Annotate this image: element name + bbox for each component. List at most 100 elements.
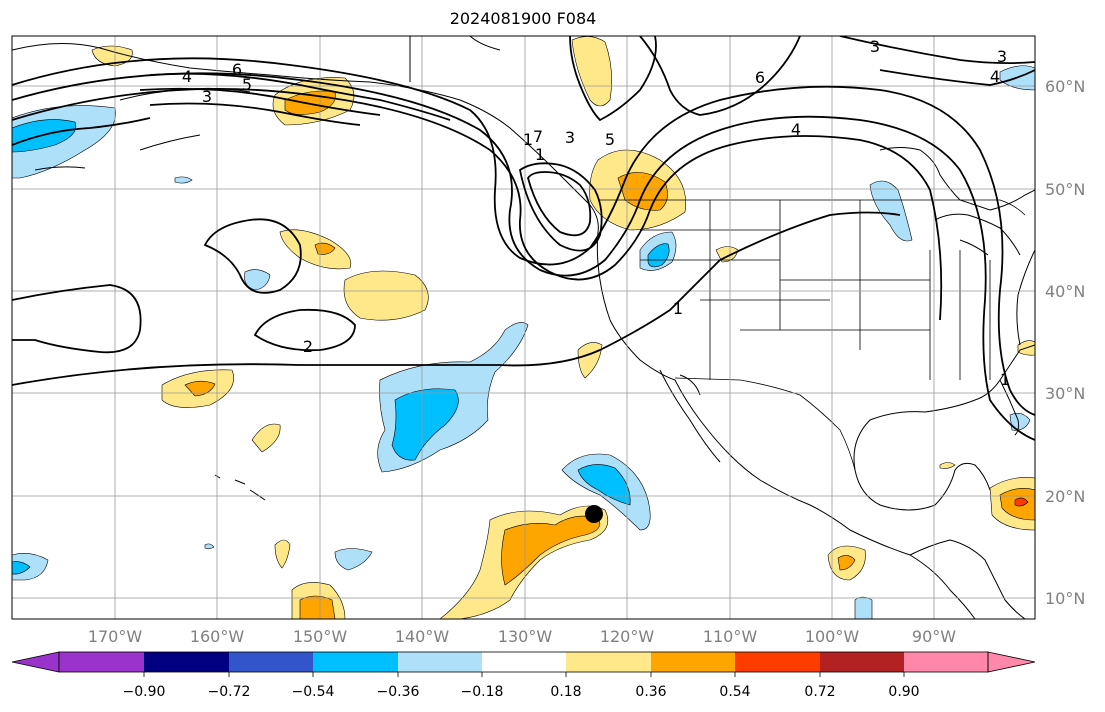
graticule — [12, 36, 1035, 619]
colorbar-tick-label: −0.90 — [123, 684, 166, 700]
colorbar-tick-label: 0.90 — [888, 684, 919, 700]
coast-central-america — [909, 539, 1026, 619]
latitude-labels: 60°N 50°N 40°N 30°N 20°N 10°N — [1045, 77, 1085, 608]
colorbar-segment — [904, 652, 988, 672]
shade-tiny-yellow-gulf — [939, 462, 956, 469]
colorbar-segment — [59, 652, 144, 672]
contour-line-4 — [518, 162, 603, 252]
colorbar-segment — [229, 652, 313, 672]
colorbar-tick-label: −0.18 — [461, 684, 504, 700]
map-frame — [11, 35, 1036, 620]
colorbar-tick-label: 0.36 — [635, 684, 666, 700]
contour-label-group: 6 5 4 3 3 1 1 7 3 5 6 4 3 4 1 2 1 — [182, 37, 1010, 389]
contour-line-1 — [12, 72, 1035, 441]
colorbar-segment — [651, 652, 735, 672]
lat-label: 50°N — [1045, 180, 1085, 199]
contour-line-12 — [203, 218, 302, 294]
contour-label: 3 — [565, 128, 575, 147]
shade-midpac-yellow-4 — [251, 423, 281, 453]
contour-label: 5 — [605, 130, 615, 149]
colorbar-tick-label: −0.72 — [208, 684, 251, 700]
contour-label: 5 — [242, 75, 252, 94]
colorbar-tick-label: −0.36 — [377, 684, 420, 700]
contour-line-17 — [12, 117, 151, 146]
contour-line-16 — [149, 102, 361, 126]
contour-label: 4 — [990, 67, 1000, 86]
colorbar-segment — [144, 652, 229, 672]
contour-line-13 — [12, 284, 142, 354]
colorbar-extend-right — [987, 651, 1036, 673]
colorbar-segment — [313, 652, 398, 672]
lon-label: 120°W — [600, 627, 655, 646]
longitude-labels: 170°W 160°W 150°W 140°W 130°W 120°W 110°… — [88, 627, 956, 646]
contour-label: 3 — [997, 47, 1007, 66]
shade-aleutian-topleft — [91, 45, 133, 67]
border-states — [640, 200, 991, 380]
contour-line-2 — [12, 57, 1035, 416]
contour-line-6 — [569, 36, 657, 122]
lon-label: 140°W — [395, 627, 450, 646]
shade-west-blue-2-core — [12, 561, 31, 575]
coast-alaska — [12, 43, 599, 233]
lat-label: 20°N — [1045, 487, 1085, 506]
contour-line-3 — [12, 87, 943, 321]
coast-yucatan — [854, 462, 991, 511]
contour-line-5 — [527, 171, 592, 237]
coast-baja — [659, 369, 721, 463]
colorbar-segment — [482, 652, 566, 672]
contour-label: 1 — [523, 130, 533, 149]
colorbar-extend-left — [11, 651, 60, 673]
shade-tiny-blue-3 — [204, 543, 215, 550]
coast-hudson — [879, 147, 1035, 211]
contour-label: 1 — [673, 299, 683, 318]
contour-line-10 — [12, 211, 901, 386]
contour-label: 2 — [303, 337, 313, 356]
contour-line-11 — [253, 308, 356, 352]
coast-hawaii — [214, 474, 266, 501]
contour-label: 1 — [535, 145, 545, 164]
shade-small-yellow-6 — [274, 539, 291, 569]
lon-label: 90°W — [912, 627, 956, 646]
lon-label: 170°W — [88, 627, 143, 646]
shade-small-yellow-mt — [715, 246, 739, 263]
lat-label: 60°N — [1045, 77, 1085, 96]
shade-south-blue-3 — [854, 596, 873, 619]
colorbar-tick-label: 0.72 — [804, 684, 835, 700]
shade-north-yellow — [571, 36, 612, 107]
map-plot-area — [12, 36, 1035, 619]
contour-label: 1 — [1000, 370, 1010, 389]
colorbar-tick-label: −0.54 — [292, 684, 335, 700]
shade-midpac-orange-3 — [184, 380, 216, 397]
lon-label: 100°W — [805, 627, 860, 646]
coast-east-us — [1016, 249, 1035, 346]
contour-label: 4 — [791, 120, 801, 139]
low-center-marker — [585, 505, 603, 523]
lon-label: 160°W — [190, 627, 245, 646]
colorbar-tick-label: 0.54 — [719, 684, 750, 700]
contour-label: 6 — [755, 68, 765, 87]
shade-small-blue-1 — [174, 176, 193, 184]
contour-line-9 — [879, 69, 1035, 86]
shade-midpac-yellow-2 — [343, 270, 429, 321]
shade-small-blue-2 — [334, 548, 373, 571]
political-borders — [409, 36, 1026, 471]
border-us-mexico — [674, 377, 856, 471]
colorbar-tick-label: 0.18 — [550, 684, 581, 700]
shade-west-pacific-core — [12, 119, 77, 153]
colorbar-frame — [58, 651, 989, 673]
colorbar-segment — [735, 652, 820, 672]
coast-florida — [999, 379, 1020, 436]
lon-label: 110°W — [703, 627, 758, 646]
shade-south-orange — [299, 595, 336, 619]
shade-low-orange — [501, 515, 601, 586]
contour-label: 3 — [870, 37, 880, 56]
shade-mexico-orange — [837, 555, 856, 571]
border-us-canada — [598, 199, 1026, 216]
lon-label: 130°W — [498, 627, 553, 646]
contour-line-8 — [839, 36, 1035, 65]
colorbar-segment — [566, 652, 651, 672]
contour-line-15 — [139, 87, 381, 116]
shade-caribbean-red — [1014, 497, 1029, 507]
contour-label: 4 — [182, 67, 192, 86]
